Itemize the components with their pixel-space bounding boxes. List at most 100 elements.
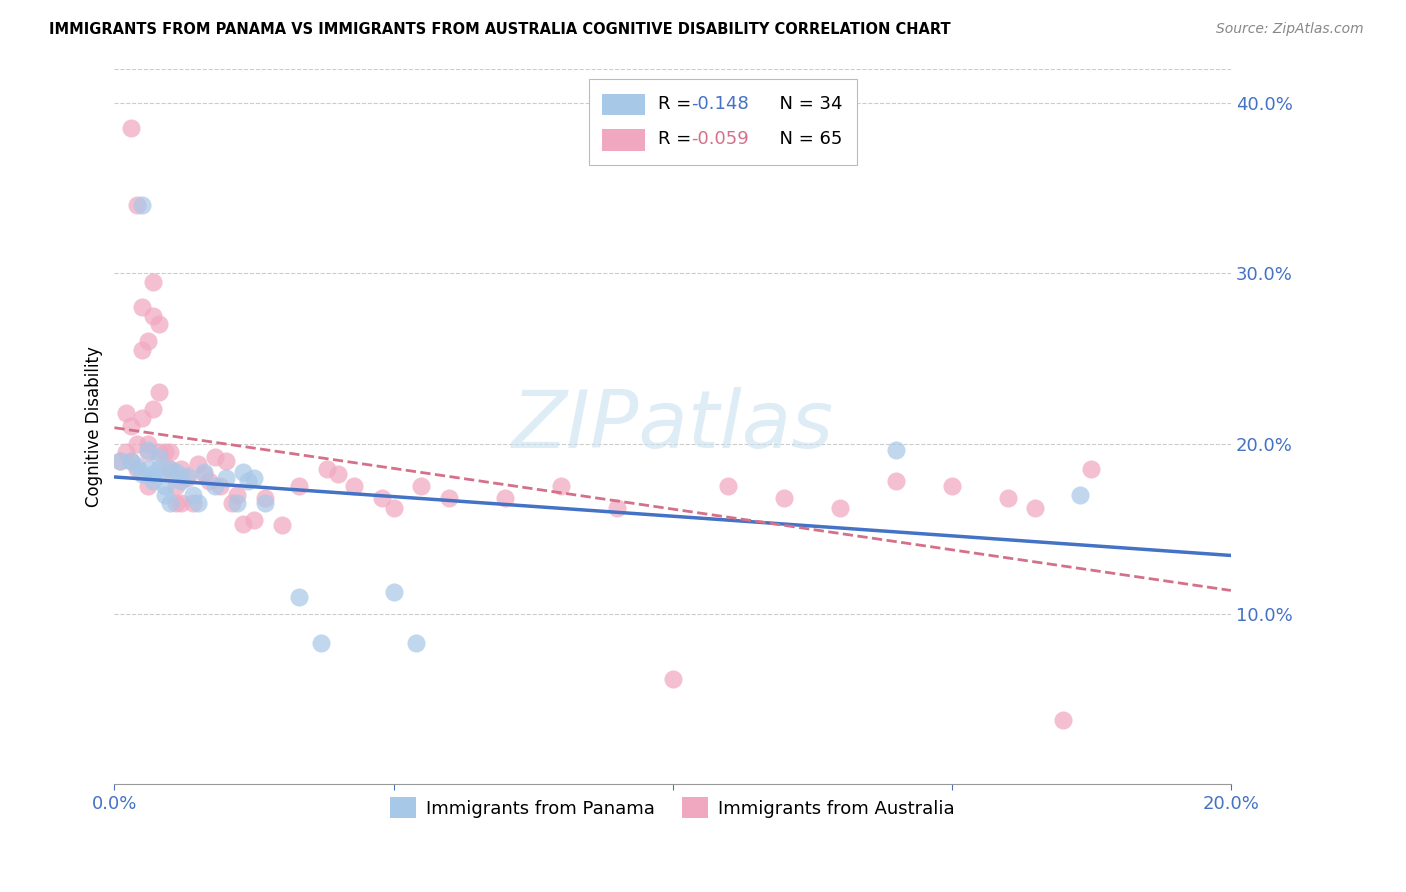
Point xyxy=(108,453,131,467)
Point xyxy=(243,513,266,527)
Point xyxy=(181,488,204,502)
Text: N = 65: N = 65 xyxy=(768,130,842,148)
Point xyxy=(136,436,159,450)
Point xyxy=(170,462,193,476)
Point xyxy=(131,343,153,357)
Point xyxy=(159,462,181,476)
Point xyxy=(148,317,170,331)
Point xyxy=(343,479,366,493)
Point xyxy=(287,590,309,604)
Point xyxy=(309,636,332,650)
Point xyxy=(661,672,683,686)
Point xyxy=(830,501,852,516)
Point xyxy=(153,462,176,476)
Point xyxy=(136,479,159,493)
Point xyxy=(153,479,176,493)
Point xyxy=(136,462,159,476)
Point xyxy=(997,491,1019,505)
Point xyxy=(170,496,193,510)
Point xyxy=(884,443,907,458)
Point xyxy=(108,453,131,467)
Point xyxy=(142,402,165,417)
Point xyxy=(221,496,243,510)
Point xyxy=(142,309,165,323)
Point xyxy=(382,501,405,516)
Point xyxy=(243,470,266,484)
Point xyxy=(136,445,159,459)
Point xyxy=(114,406,136,420)
Point xyxy=(159,445,181,459)
Point xyxy=(125,462,148,476)
Point xyxy=(131,300,153,314)
Text: R =: R = xyxy=(658,95,697,112)
Text: R =: R = xyxy=(658,130,697,148)
Point xyxy=(120,419,142,434)
Point xyxy=(550,479,572,493)
Point xyxy=(773,491,796,505)
Point xyxy=(717,479,740,493)
Point xyxy=(204,450,226,465)
Point xyxy=(176,470,198,484)
Point xyxy=(131,411,153,425)
Point xyxy=(494,491,516,505)
Point xyxy=(287,479,309,493)
Point xyxy=(120,453,142,467)
FancyBboxPatch shape xyxy=(589,79,856,165)
Point xyxy=(254,491,277,505)
Point xyxy=(170,474,193,488)
Point xyxy=(159,496,181,510)
Text: -0.148: -0.148 xyxy=(692,95,749,112)
Point xyxy=(439,491,461,505)
Text: N = 34: N = 34 xyxy=(768,95,842,112)
Text: Source: ZipAtlas.com: Source: ZipAtlas.com xyxy=(1216,22,1364,37)
Point xyxy=(1024,501,1046,516)
Point xyxy=(159,462,181,476)
Point xyxy=(165,479,187,493)
Point xyxy=(131,467,153,482)
Point xyxy=(405,636,427,650)
Point xyxy=(232,466,254,480)
Point xyxy=(142,467,165,482)
Point xyxy=(315,462,337,476)
Point xyxy=(142,474,165,488)
Point xyxy=(606,501,628,516)
Y-axis label: Cognitive Disability: Cognitive Disability xyxy=(86,346,103,507)
Point xyxy=(1080,462,1102,476)
Point xyxy=(165,466,187,480)
Text: IMMIGRANTS FROM PANAMA VS IMMIGRANTS FROM AUSTRALIA COGNITIVE DISABILITY CORRELA: IMMIGRANTS FROM PANAMA VS IMMIGRANTS FRO… xyxy=(49,22,950,37)
Point xyxy=(215,453,238,467)
Point xyxy=(142,275,165,289)
Text: -0.059: -0.059 xyxy=(692,130,749,148)
Point xyxy=(884,474,907,488)
Point xyxy=(165,496,187,510)
Point xyxy=(125,458,148,473)
Point xyxy=(148,385,170,400)
FancyBboxPatch shape xyxy=(602,94,645,115)
Point xyxy=(153,488,176,502)
Point xyxy=(193,467,215,482)
Point xyxy=(1069,488,1091,502)
Point xyxy=(226,496,249,510)
FancyBboxPatch shape xyxy=(602,129,645,151)
Point xyxy=(1052,713,1074,727)
Point xyxy=(153,445,176,459)
Point xyxy=(254,496,277,510)
Point xyxy=(148,445,170,459)
Point xyxy=(120,121,142,136)
Point xyxy=(204,479,226,493)
Point xyxy=(193,466,215,480)
Point xyxy=(326,467,349,482)
Point xyxy=(136,334,159,349)
Point xyxy=(371,491,394,505)
Point xyxy=(382,584,405,599)
Point xyxy=(411,479,433,493)
Point xyxy=(270,518,292,533)
Point xyxy=(181,496,204,510)
Point xyxy=(198,474,221,488)
Point xyxy=(238,474,260,488)
Point xyxy=(125,198,148,212)
Point xyxy=(941,479,963,493)
Point xyxy=(148,462,170,476)
Point xyxy=(114,445,136,459)
Point xyxy=(125,436,148,450)
